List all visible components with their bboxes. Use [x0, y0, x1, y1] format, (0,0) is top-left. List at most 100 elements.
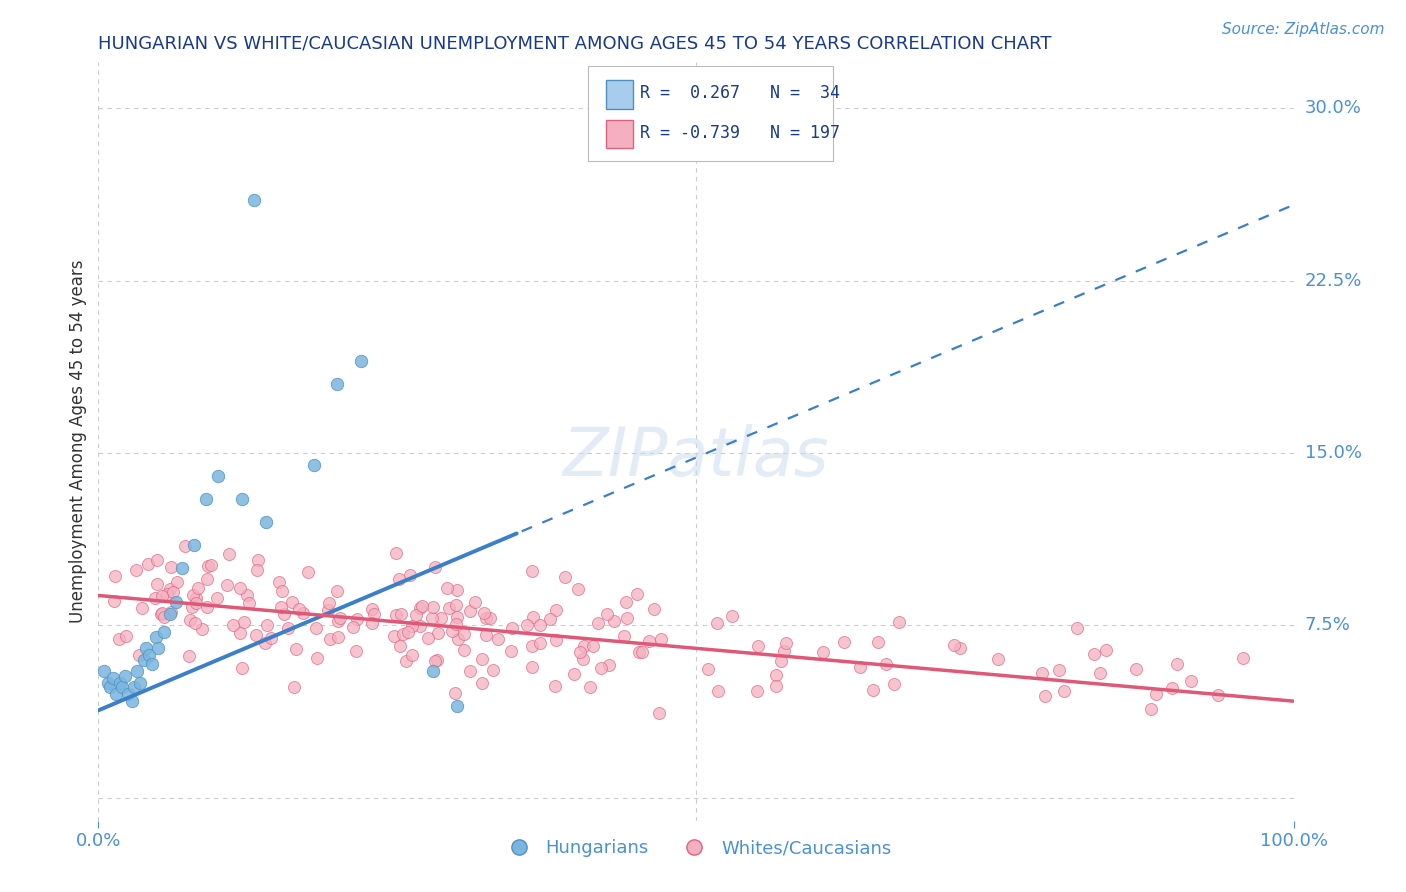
Text: 15.0%: 15.0% [1305, 444, 1361, 462]
Point [1160, 681, 1182, 696]
Point [398, 624, 420, 639]
Point [1083, 647, 1105, 661]
Point [382, 629, 405, 643]
Point [1206, 688, 1229, 702]
Point [616, 611, 638, 625]
Point [446, 583, 468, 598]
Point [389, 640, 412, 654]
Text: 7.5%: 7.5% [1305, 616, 1351, 634]
Point [426, 653, 449, 667]
Point [1095, 643, 1118, 657]
Point [153, 610, 176, 624]
Point [482, 663, 505, 677]
Point [987, 652, 1010, 666]
Point [568, 645, 591, 659]
Point [395, 654, 418, 668]
Point [238, 596, 260, 610]
Point [388, 572, 411, 586]
Point [520, 564, 543, 578]
Text: ZIPatlas: ZIPatlas [562, 424, 830, 490]
Point [627, 645, 650, 659]
Point [409, 619, 432, 633]
Point [1088, 665, 1111, 680]
Point [586, 616, 609, 631]
Point [305, 651, 328, 665]
Point [361, 615, 384, 630]
Point [231, 491, 253, 506]
Point [117, 687, 139, 701]
Point [146, 553, 169, 567]
Point [344, 644, 367, 658]
Point [292, 606, 315, 620]
Point [603, 614, 626, 628]
Point [270, 599, 292, 614]
Point [1125, 662, 1147, 676]
Point [287, 602, 309, 616]
Point [125, 665, 148, 679]
Point [747, 683, 769, 698]
Point [1066, 621, 1088, 635]
Point [773, 644, 796, 658]
Point [544, 602, 567, 616]
Point [179, 613, 201, 627]
Point [363, 607, 385, 621]
Bar [606, 120, 633, 148]
Point [529, 636, 551, 650]
Point [949, 640, 972, 655]
Point [430, 611, 453, 625]
Point [346, 612, 368, 626]
Point [408, 600, 430, 615]
Point [277, 621, 299, 635]
Point [111, 681, 134, 695]
Point [474, 607, 496, 621]
Point [626, 587, 648, 601]
Point [361, 601, 384, 615]
Point [256, 617, 278, 632]
Text: R = -0.739   N = 197: R = -0.739 N = 197 [640, 124, 839, 142]
Point [260, 632, 283, 646]
Point [271, 584, 294, 599]
Point [121, 694, 143, 708]
Point [562, 667, 585, 681]
Point [470, 652, 492, 666]
Point [215, 577, 238, 591]
Point [589, 660, 612, 674]
Point [1031, 666, 1053, 681]
Point [520, 639, 543, 653]
Point [302, 458, 325, 472]
Point [422, 665, 444, 679]
Point [616, 594, 638, 608]
Point [181, 588, 204, 602]
Point [104, 569, 127, 583]
Point [529, 618, 551, 632]
Point [329, 611, 352, 625]
Text: R =  0.267   N =  34: R = 0.267 N = 34 [640, 84, 839, 102]
Point [1052, 684, 1074, 698]
Point [834, 635, 856, 649]
Point [887, 615, 910, 629]
Point [283, 680, 305, 694]
Point [135, 641, 157, 656]
Point [706, 616, 728, 631]
Point [538, 612, 561, 626]
Point [297, 565, 319, 579]
Point [775, 636, 797, 650]
Point [1033, 689, 1056, 703]
Point [152, 607, 174, 621]
Point [437, 600, 460, 615]
Point [326, 584, 349, 599]
Point [160, 605, 183, 619]
Point [582, 640, 605, 654]
Point [598, 658, 620, 673]
Bar [606, 80, 633, 109]
Text: HUNGARIAN VS WHITE/CAUCASIAN UNEMPLOYMENT AMONG AGES 45 TO 54 YEARS CORRELATION : HUNGARIAN VS WHITE/CAUCASIAN UNEMPLOYMEN… [98, 35, 1052, 53]
Point [165, 595, 187, 609]
Point [114, 669, 136, 683]
Point [392, 627, 415, 641]
Point [567, 582, 589, 596]
Point [862, 682, 884, 697]
Point [443, 686, 465, 700]
Point [269, 575, 291, 590]
Point [1047, 664, 1070, 678]
Point [243, 194, 266, 208]
